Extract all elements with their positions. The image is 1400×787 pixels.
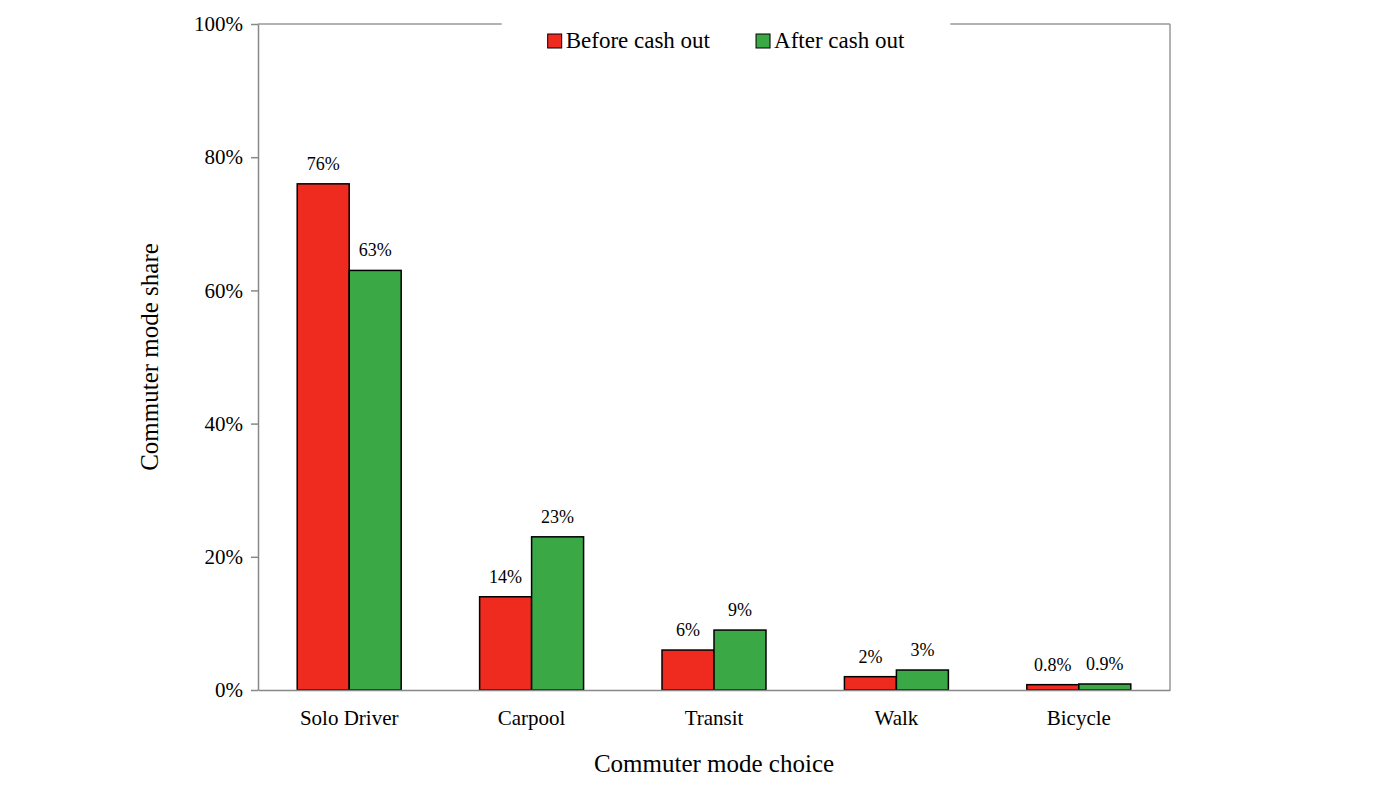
legend: Before cash out After cash out	[502, 10, 951, 60]
y-tick-mark	[251, 423, 258, 425]
y-axis-title: Commuter mode share	[136, 243, 163, 471]
y-tick-mark	[251, 290, 258, 292]
data-label: 2%	[858, 647, 882, 667]
y-axis: 0% 20% 40% 60% 80% 100%	[194, 12, 259, 702]
data-label: 0.8%	[1034, 655, 1072, 675]
y-tick: 80%	[205, 145, 259, 169]
bar	[1027, 685, 1079, 690]
x-tick-label: Transit	[685, 706, 744, 730]
data-label: 0.9%	[1086, 654, 1124, 674]
x-tick: Walk	[875, 690, 919, 730]
legend-item: After cash out	[756, 28, 905, 53]
bar	[349, 270, 401, 690]
legend-label: After cash out	[774, 28, 905, 53]
y-tick: 40%	[205, 412, 259, 436]
x-tick-label: Bicycle	[1047, 706, 1111, 730]
legend-swatch	[548, 34, 562, 48]
y-tick: 60%	[205, 279, 259, 303]
y-axis-line	[258, 25, 260, 691]
y-tick-label: 80%	[205, 145, 244, 169]
x-tick: Solo Driver	[300, 690, 399, 730]
y-tick-mark	[251, 690, 258, 692]
y-tick: 100%	[194, 12, 258, 36]
data-label: 3%	[910, 640, 934, 660]
bar	[896, 670, 948, 690]
legend-swatch	[756, 34, 770, 48]
y-tick-label: 0%	[215, 678, 243, 702]
bar	[844, 677, 896, 690]
chart: 76% 14% 6% 2% 0.8% 63% 23% 9% 3% 0.9% 0% 20% 40% 60% 8…	[0, 0, 1400, 787]
data-label: 6%	[676, 620, 700, 640]
y-tick: 20%	[205, 545, 259, 569]
legend-background	[502, 10, 951, 60]
legend-item: Before cash out	[548, 28, 711, 53]
y-tick-label: 60%	[205, 279, 244, 303]
bar	[532, 537, 584, 690]
x-axis-title: Commuter mode choice	[594, 750, 834, 777]
x-tick-label: Walk	[875, 706, 919, 730]
bar	[1079, 684, 1131, 690]
x-tick: Bicycle	[1047, 690, 1111, 730]
bar	[662, 650, 714, 690]
x-tick: Carpool	[498, 690, 566, 730]
bar	[480, 597, 532, 690]
y-tick-mark	[251, 24, 258, 26]
data-label: 23%	[541, 507, 574, 527]
y-tick-label: 40%	[205, 412, 244, 436]
data-label: 9%	[728, 600, 752, 620]
y-tick: 0%	[215, 678, 258, 702]
frame	[258, 24, 1170, 690]
data-labels: 76% 14% 6% 2% 0.8% 63% 23% 9% 3% 0.9%	[307, 154, 1124, 675]
data-label: 63%	[359, 240, 392, 260]
data-label: 14%	[489, 567, 522, 587]
y-tick-label: 20%	[205, 545, 244, 569]
bar	[297, 184, 349, 690]
bars	[297, 184, 1131, 690]
frame-right	[1169, 24, 1171, 690]
x-tick: Transit	[685, 690, 744, 730]
data-label: 76%	[307, 154, 340, 174]
legend-label: Before cash out	[566, 28, 711, 53]
x-axis: Solo Driver Carpool Transit Walk Bicycle	[259, 690, 1171, 730]
y-tick-label: 100%	[194, 12, 243, 36]
bar	[714, 630, 766, 690]
y-tick-mark	[251, 157, 258, 159]
x-tick-label: Solo Driver	[300, 706, 399, 730]
x-axis-line	[259, 690, 1171, 692]
x-tick-label: Carpool	[498, 706, 566, 730]
y-tick-mark	[251, 557, 258, 559]
